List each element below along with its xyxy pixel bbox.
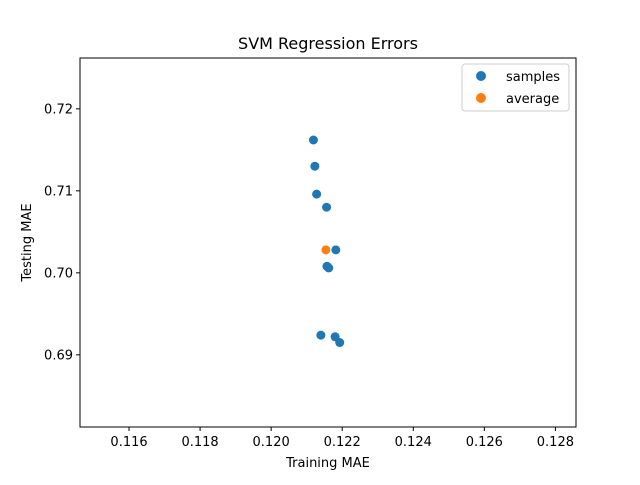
y-tick-label: 0.69	[44, 348, 73, 363]
data-points	[308, 135, 345, 348]
legend-label-average: average	[506, 92, 559, 107]
samples-point	[322, 202, 332, 212]
chart-title: SVM Regression Errors	[238, 34, 418, 53]
samples-point	[308, 135, 318, 145]
x-tick-label: 0.116	[110, 435, 147, 450]
legend-marker-average	[476, 93, 486, 103]
y-tick-label: 0.70	[44, 266, 73, 281]
legend-box	[461, 63, 570, 112]
y-tick-label: 0.71	[44, 184, 73, 199]
x-tick-label: 0.128	[537, 435, 574, 450]
plot-area	[79, 57, 577, 428]
samples-point	[310, 161, 320, 171]
samples-point	[324, 263, 334, 273]
x-axis-label: Training MAE	[285, 456, 370, 471]
y-axis-ticks: 0.69 0.70 0.71 0.72	[44, 102, 80, 363]
samples-point	[316, 330, 326, 340]
legend-marker-samples	[476, 71, 486, 81]
legend: samples average	[461, 63, 570, 112]
y-axis-label: Testing MAE	[20, 203, 35, 282]
samples-point	[312, 189, 322, 199]
average-point	[321, 245, 331, 255]
samples-point	[335, 338, 345, 348]
x-tick-label: 0.124	[395, 435, 432, 450]
samples-point	[331, 245, 341, 255]
x-tick-label: 0.122	[324, 435, 361, 450]
x-axis-ticks: 0.116 0.118 0.120 0.122 0.124 0.126 0.128	[110, 427, 574, 450]
y-tick-label: 0.72	[44, 102, 73, 117]
legend-label-samples: samples	[506, 70, 560, 85]
x-tick-label: 0.126	[466, 435, 503, 450]
x-tick-label: 0.118	[181, 435, 218, 450]
x-tick-label: 0.120	[253, 435, 290, 450]
